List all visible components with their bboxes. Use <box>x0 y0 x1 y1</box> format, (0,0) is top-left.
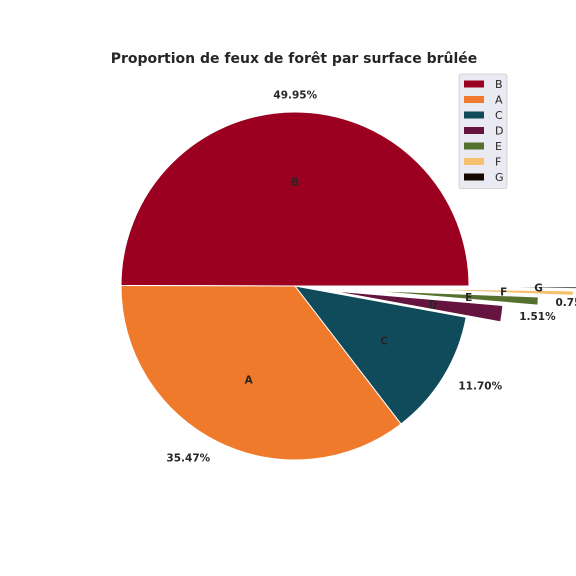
legend-label-f: F <box>495 156 501 169</box>
legend-swatch-b <box>464 80 484 88</box>
legend-swatch-f <box>464 158 484 165</box>
chart-title: Proportion de feux de forêt par surface … <box>111 51 478 67</box>
legend-swatch-c <box>464 111 484 119</box>
pie-slice-b <box>120 111 470 287</box>
slice-category-label-f: F <box>500 286 507 298</box>
pie-slice-e <box>364 289 539 306</box>
slice-category-label-d: D <box>429 299 438 311</box>
legend-label-d: D <box>495 125 503 138</box>
legend-swatch-e <box>464 142 484 150</box>
legend-label-g: G <box>495 171 504 184</box>
legend-label-e: E <box>495 140 502 153</box>
slice-category-label-g: G <box>534 283 543 295</box>
slice-percent-label-c: 11.70% <box>458 381 502 393</box>
slice-percent-label-b: 49.95% <box>273 90 317 102</box>
slice-category-label-c: C <box>380 335 388 347</box>
slice-category-label-b: B <box>291 177 299 189</box>
pie-slices <box>120 111 576 461</box>
pie-slice-f <box>399 288 574 296</box>
pie-slice-c <box>293 285 467 425</box>
slice-percent-label-d: 1.51% <box>519 311 556 323</box>
pie-labels: B49.95%A35.47%C11.70%D1.51%E0.75%F0.41%G… <box>166 90 576 465</box>
legend-swatch-a <box>464 96 484 103</box>
legend-label-c: C <box>495 109 503 122</box>
slice-percent-label-e: 0.75% <box>556 297 576 309</box>
slice-percent-label-a: 35.47% <box>166 453 210 465</box>
legend-label-b: B <box>495 78 503 91</box>
legend-swatch-g <box>464 173 484 181</box>
pie-slice-a <box>120 285 402 461</box>
legend-label-a: A <box>495 94 503 107</box>
pie-slice-d <box>329 290 504 323</box>
legend-swatch-d <box>464 127 484 134</box>
slice-category-label-a: A <box>245 375 254 387</box>
slice-category-label-e: E <box>465 292 472 304</box>
pie-slice-g <box>434 286 576 290</box>
